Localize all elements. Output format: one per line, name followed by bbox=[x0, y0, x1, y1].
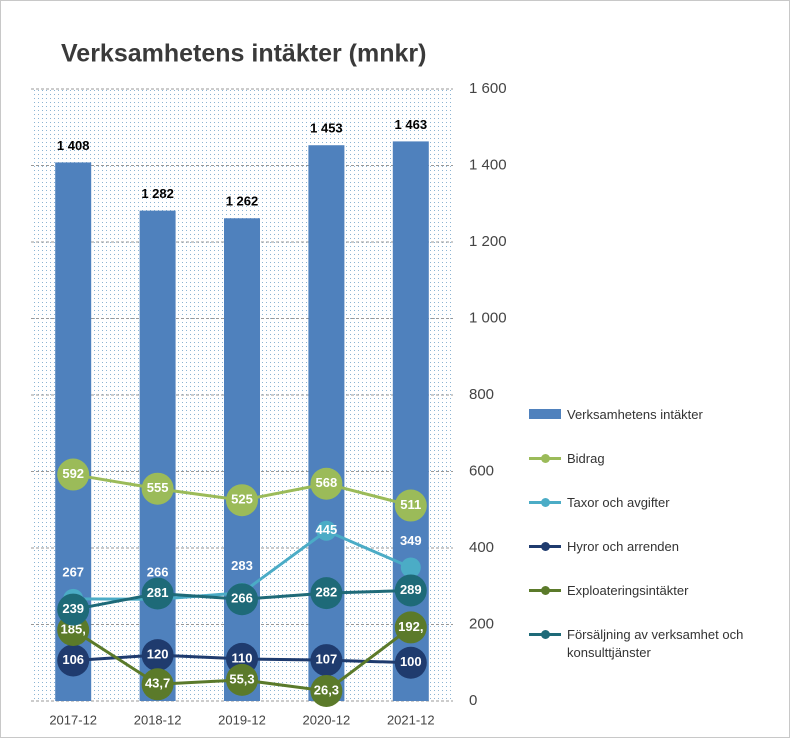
bar-value-label: 1 453 bbox=[310, 121, 343, 136]
y-tick-label: 200 bbox=[469, 615, 494, 632]
marker bbox=[310, 467, 343, 500]
data-label: 106 bbox=[62, 652, 84, 667]
bar-value-label: 1 408 bbox=[57, 138, 90, 153]
data-label: 239 bbox=[62, 601, 84, 616]
y-tick-label: 1 000 bbox=[469, 309, 507, 326]
legend-label: Hyror och arrenden bbox=[567, 539, 679, 554]
legend-item: Taxor och avgifter bbox=[523, 494, 763, 538]
data-label: 266 bbox=[231, 591, 253, 606]
data-label: 100 bbox=[400, 654, 422, 669]
marker bbox=[57, 593, 90, 626]
legend-item: Bidrag bbox=[523, 450, 763, 494]
bar bbox=[392, 141, 429, 702]
data-label: 283 bbox=[231, 558, 253, 573]
x-tick-label: 2021-12 bbox=[387, 712, 435, 727]
y-tick-label: 1 200 bbox=[469, 233, 507, 250]
marker bbox=[394, 489, 427, 522]
y-tick-label: 800 bbox=[469, 386, 494, 403]
data-label: 266 bbox=[147, 565, 169, 580]
legend-swatch bbox=[523, 450, 567, 466]
legend-label: Verksamhetens intäkter bbox=[567, 407, 703, 422]
marker bbox=[310, 577, 343, 610]
data-label: 592 bbox=[62, 466, 84, 481]
marker bbox=[400, 557, 421, 578]
y-tick-label: 400 bbox=[469, 539, 494, 556]
y-tick-label: 0 bbox=[469, 692, 477, 709]
data-label: 55,3 bbox=[229, 671, 254, 686]
marker bbox=[226, 484, 258, 517]
x-tick-label: 2019-12 bbox=[218, 712, 266, 727]
data-label: 281 bbox=[147, 585, 169, 600]
data-label: 120 bbox=[147, 647, 169, 662]
legend-label: Exploateringsintäkter bbox=[567, 583, 689, 598]
legend-swatch bbox=[523, 582, 567, 598]
bar-value-label: 1 282 bbox=[141, 186, 174, 201]
marker bbox=[394, 574, 427, 607]
data-label: 107 bbox=[316, 652, 338, 667]
data-label: 289 bbox=[400, 582, 422, 597]
data-label: 267 bbox=[62, 564, 84, 579]
legend-item: Försäljning av verksamhet och konsulttjä… bbox=[523, 626, 763, 670]
marker bbox=[394, 646, 427, 679]
marker bbox=[141, 668, 174, 701]
y-tick-label: 1 400 bbox=[469, 156, 507, 173]
bar bbox=[308, 145, 345, 702]
data-label: 445 bbox=[316, 522, 338, 537]
bar-value-label: 1 262 bbox=[226, 194, 259, 209]
bar-value-label: 1 463 bbox=[395, 117, 428, 132]
x-tick-label: 2018-12 bbox=[134, 712, 182, 727]
data-label: 185, bbox=[61, 621, 86, 636]
marker bbox=[57, 644, 90, 677]
data-label: 110 bbox=[232, 650, 253, 665]
marker bbox=[310, 644, 343, 677]
legend-item: Exploateringsintäkter bbox=[523, 582, 763, 626]
x-tick-label: 2020-12 bbox=[303, 712, 351, 727]
marker bbox=[141, 577, 174, 610]
legend-item: Verksamhetens intäkter bbox=[523, 406, 763, 450]
chart-title: Verksamhetens intäkter (mnkr) bbox=[61, 40, 426, 68]
legend-label: Försäljning av verksamhet och konsulttjä… bbox=[567, 627, 744, 660]
marker bbox=[141, 639, 174, 672]
data-label: 349 bbox=[400, 533, 422, 548]
marker bbox=[316, 520, 337, 541]
marker bbox=[226, 663, 258, 696]
marker bbox=[226, 583, 258, 616]
legend-swatch bbox=[523, 494, 567, 510]
marker bbox=[141, 472, 174, 505]
bar bbox=[224, 218, 260, 701]
y-tick-label: 600 bbox=[469, 462, 494, 479]
x-tick-label: 2017-12 bbox=[49, 712, 97, 727]
bar bbox=[139, 210, 176, 701]
legend-label: Bidrag bbox=[567, 451, 605, 466]
y-tick-label: 1 600 bbox=[469, 80, 507, 97]
marker bbox=[394, 611, 427, 644]
data-label: 511 bbox=[400, 497, 421, 512]
data-label: 282 bbox=[316, 585, 338, 600]
marker bbox=[310, 674, 343, 707]
data-label: 555 bbox=[147, 480, 169, 495]
data-label: 192, bbox=[398, 619, 423, 634]
legend-swatch bbox=[523, 406, 567, 422]
data-label: 43,7 bbox=[145, 676, 170, 691]
legend-swatch bbox=[523, 626, 567, 642]
data-label: 26,3 bbox=[314, 682, 339, 697]
legend-swatch bbox=[523, 538, 567, 554]
legend: Verksamhetens intäkter Bidrag Taxor och av… bbox=[523, 406, 763, 670]
data-label: 525 bbox=[231, 492, 253, 507]
marker bbox=[57, 458, 90, 491]
data-label: 568 bbox=[316, 475, 338, 490]
legend-label: Taxor och avgifter bbox=[567, 495, 670, 510]
legend-item: Hyror och arrenden bbox=[523, 538, 763, 582]
